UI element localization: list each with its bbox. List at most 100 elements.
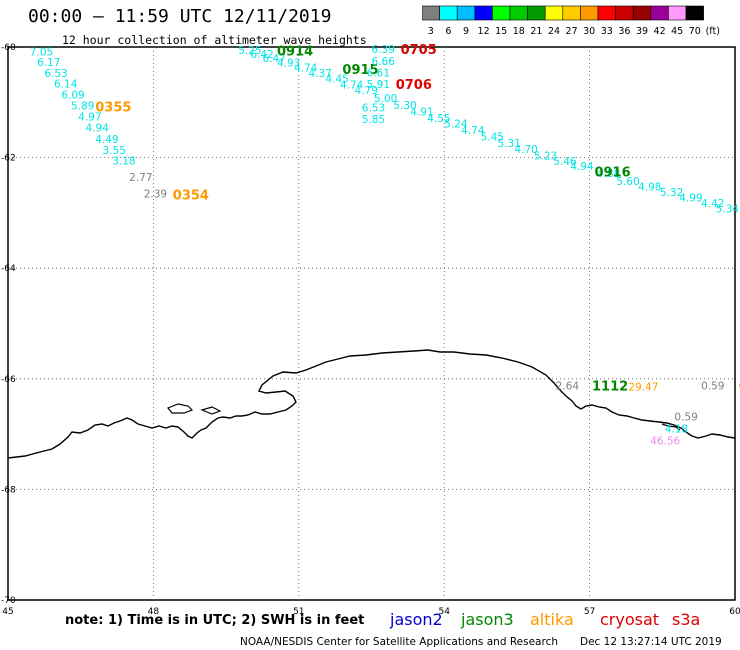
wave-height-value: 46.56 bbox=[650, 436, 680, 448]
wave-height-value: 4.70 bbox=[514, 144, 537, 156]
color-bin-label: 21 bbox=[530, 26, 542, 37]
wave-height-value: 6.47 bbox=[262, 53, 285, 65]
wave-height-value: 5.31 bbox=[498, 138, 521, 150]
wave-height-value: 0.59 bbox=[674, 411, 697, 423]
wave-height-value: 4.79 bbox=[355, 85, 378, 97]
wave-height-value: 4.94 bbox=[570, 161, 594, 173]
footnote: note: 1) Time is in UTC; 2) SWH is in fe… bbox=[65, 613, 364, 628]
antarctic-coastline bbox=[7, 349, 736, 459]
wave-height-value: 4.49 bbox=[95, 134, 118, 146]
legend-s3a: s3a bbox=[672, 610, 700, 629]
wave-height-value: 6.14 bbox=[54, 78, 78, 90]
wave-height-value: 5.85 bbox=[362, 114, 385, 126]
color-swatch-70 bbox=[685, 5, 704, 21]
color-bin-label: 18 bbox=[513, 26, 525, 37]
wave-height-value: 4.91 bbox=[410, 107, 433, 119]
wave-height-value: 6.39 bbox=[372, 44, 395, 56]
wave-height-value: 3.18 bbox=[112, 155, 135, 167]
color-bin-label: 24 bbox=[548, 26, 560, 37]
pass-time-label: 0915 bbox=[342, 63, 378, 78]
lat-tick-label: -68 bbox=[1, 485, 16, 495]
lon-tick-label: 45 bbox=[2, 607, 13, 617]
coastline-peninsula bbox=[661, 423, 681, 431]
lon-tick-label: 51 bbox=[293, 607, 304, 617]
lat-tick-label: -62 bbox=[1, 154, 16, 164]
wave-height-value: 4.74 bbox=[340, 80, 364, 92]
wave-height-value: 4.93 bbox=[277, 57, 300, 69]
wave-height-value: 6.66 bbox=[372, 56, 396, 68]
color-bin-label: 12 bbox=[478, 26, 490, 37]
legend-jason3: jason3 bbox=[460, 610, 514, 629]
color-bin-label: 30 bbox=[583, 26, 595, 37]
wave-height-value: 5.91 bbox=[367, 79, 390, 91]
altimeter-tracks: 7.056.176.536.146.095.894.974.944.493.55… bbox=[30, 43, 740, 448]
color-bin-label: 6 bbox=[445, 26, 451, 37]
lon-tick-label: 57 bbox=[584, 607, 595, 617]
pass-time-label: 0354 bbox=[173, 189, 209, 204]
pass-time-label: 1112 bbox=[592, 379, 628, 394]
wave-height-value: 4.88 bbox=[597, 168, 620, 180]
color-bin-label: 45 bbox=[671, 26, 683, 37]
legend-cryosat: cryosat bbox=[600, 610, 659, 629]
wave-height-value: 2.64 bbox=[556, 380, 580, 392]
lon-tick-label: 60 bbox=[729, 607, 740, 617]
wave-height-value: 4.74 bbox=[294, 62, 318, 74]
color-unit-label: (ft) bbox=[706, 26, 720, 37]
lat-tick-label: -70 bbox=[1, 596, 16, 606]
wave-height-value: 5.25 bbox=[238, 45, 261, 57]
wave-height-value: 4.42 bbox=[701, 198, 724, 210]
wave-height-value: 6.42 bbox=[250, 49, 273, 61]
legend-altika: altika bbox=[530, 610, 574, 629]
wave-height-value: 5.45 bbox=[481, 132, 504, 144]
axis-labels: 45 48 51 54 57 60 -60 -62 -64 -66 -68 -70 bbox=[1, 43, 740, 617]
wave-height-value: 4.18 bbox=[665, 424, 688, 436]
wave-height-value: 29.47 bbox=[628, 382, 658, 394]
map-title: 00:00 – 11:59 UTC 12/11/2019 bbox=[28, 6, 332, 27]
pass-time-label: 0706 bbox=[396, 78, 432, 93]
map-gridlines bbox=[8, 47, 735, 600]
pass-time-label: 0914 bbox=[277, 44, 313, 59]
credit-line: NOAA/NESDIS Center for Satellite Applica… bbox=[240, 636, 558, 648]
wave-height-value: 5.23 bbox=[534, 150, 557, 162]
legend-jason2: jason2 bbox=[389, 610, 443, 629]
color-bin-label: 42 bbox=[654, 26, 666, 37]
color-bin-label: 70 bbox=[689, 26, 701, 37]
satellite-legend: jason2 jason3 altika cryosat s3a bbox=[389, 610, 700, 629]
map-subtitle: 12 hour collection of altimeter wave hei… bbox=[62, 33, 367, 47]
pass-time-label: 0916 bbox=[594, 165, 630, 180]
lat-tick-label: -66 bbox=[1, 375, 16, 385]
pass-time-label: 0705 bbox=[401, 43, 437, 58]
wave-height-value: 6.61 bbox=[367, 67, 390, 79]
color-bin-label: 3 bbox=[428, 26, 434, 37]
color-bin-label: 39 bbox=[636, 26, 648, 37]
pass-time-label: 0355 bbox=[95, 101, 131, 116]
color-bin-label: 9 bbox=[463, 26, 469, 37]
wave-height-value: 6.53 bbox=[362, 102, 385, 114]
color-bin-label: 36 bbox=[618, 26, 630, 37]
wave-height-value: 5.30 bbox=[393, 100, 416, 112]
wave-height-value: 5.46 bbox=[553, 156, 577, 168]
wave-height-value: 4.74 bbox=[461, 125, 485, 137]
color-bin-label: 15 bbox=[495, 26, 507, 37]
wave-height-value: 4.37 bbox=[308, 68, 331, 80]
wave-height-value: 4.94 bbox=[86, 123, 110, 135]
generated-timestamp: Dec 12 13:27:14 UTC 2019 bbox=[580, 636, 722, 648]
wave-height-value: 6.53 bbox=[44, 68, 67, 80]
wave-height-value: 6.09 bbox=[61, 90, 84, 102]
wave-height-value: 6.17 bbox=[37, 57, 60, 69]
color-bin-label: 33 bbox=[601, 26, 613, 37]
wave-height-value: 4.98 bbox=[638, 181, 661, 193]
wave-height-value: 4.99 bbox=[679, 192, 702, 204]
wave-height-value: 5.00 bbox=[374, 93, 397, 105]
wave-height-value: 2.77 bbox=[129, 172, 152, 184]
wave-height-value: 5.24 bbox=[444, 118, 468, 130]
lon-tick-label: 54 bbox=[438, 607, 450, 617]
wave-height-value: 0.59 bbox=[701, 380, 724, 392]
wave-height-value: 4.55 bbox=[427, 113, 450, 125]
color-scale-bar: 3 6 9 12 15 18 21 24 27 30 33 36 39 42 45 70 (ft) bbox=[422, 5, 720, 37]
pass-time-label: C bbox=[739, 379, 740, 394]
wave-height-value: 5.32 bbox=[660, 187, 683, 199]
wave-height-value: 5.34 bbox=[716, 203, 740, 215]
lat-tick-label: -64 bbox=[1, 264, 16, 274]
